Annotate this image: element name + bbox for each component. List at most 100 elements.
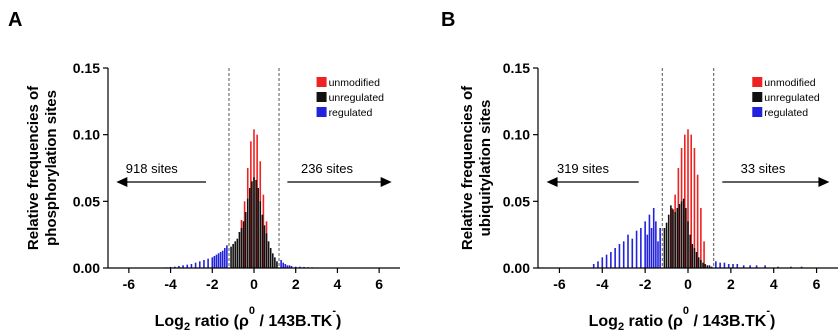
panel-b-bar-regulated bbox=[601, 257, 604, 268]
panel-b-bar-unregulated bbox=[700, 260, 702, 268]
panel-a-legend-label-unmodified: unmodified bbox=[329, 77, 381, 89]
panel-a-bar-unregulated bbox=[230, 246, 232, 268]
panel-b-bar-unregulated bbox=[710, 266, 713, 268]
panel-b-left-annotation: 319 sites bbox=[557, 161, 610, 176]
panel-a-y-tick-label: 0.15 bbox=[73, 60, 100, 76]
panel-b-legend-label-regulated: regulated bbox=[764, 107, 808, 119]
panel-a-left-arrowhead bbox=[116, 177, 128, 187]
panel-b-bar-regulated bbox=[657, 241, 659, 268]
panel-b-bar-unregulated bbox=[691, 244, 694, 268]
panel-b-y-tick-label: 0.00 bbox=[503, 260, 530, 276]
panel-b-bar-regulated bbox=[644, 221, 646, 268]
panel-b-bar-unmodified bbox=[690, 134, 693, 268]
panel-b-bar-regulated bbox=[764, 265, 766, 268]
panel-a-right-arrowhead bbox=[380, 177, 392, 187]
panel-b-bar-regulated bbox=[640, 228, 642, 268]
panel-a-bar-regulated bbox=[190, 264, 193, 268]
panel-b-bar-unregulated bbox=[680, 201, 683, 268]
panel-a-bar-regulated bbox=[213, 256, 216, 268]
panel-a-bar-unregulated bbox=[246, 198, 249, 268]
panel-b-bar-regulated bbox=[727, 264, 730, 268]
panel-b-x-axis-label: Log2 ratio (ρ0 / 143B.TK-) bbox=[589, 305, 776, 332]
panel-a-bar-unregulated bbox=[253, 177, 255, 268]
panel-a-x-tick-label: -4 bbox=[164, 276, 177, 292]
panel-a-x-tick-label: -6 bbox=[123, 276, 136, 292]
panel-a-bar-regulated bbox=[221, 250, 224, 268]
panel-b-legend-swatch-unmodified bbox=[752, 77, 763, 87]
panel-b-bar-unregulated bbox=[702, 262, 704, 268]
panel-b-bar-regulated bbox=[635, 230, 638, 268]
panel-b-x-tick-label: -6 bbox=[553, 276, 566, 292]
panel-b-bar-regulated bbox=[719, 262, 721, 268]
panel-b-bar-unmodified bbox=[683, 134, 686, 268]
panel-b-bar-regulated bbox=[618, 244, 621, 268]
panel-b-x-tick-label: -2 bbox=[639, 276, 652, 292]
panel-a-x-tick-label: -2 bbox=[206, 276, 219, 292]
panel-a-right-annotation: 236 sites bbox=[301, 161, 354, 176]
panel-b-legend-label-unregulated: unregulated bbox=[764, 92, 820, 104]
panel-b-bar-regulated bbox=[646, 234, 649, 268]
panel-b-bar-regulated bbox=[622, 241, 625, 268]
panel-b-bar-unregulated bbox=[670, 205, 672, 268]
panel-b-bar-unmodified bbox=[687, 129, 689, 268]
panel-a-bar-unregulated bbox=[232, 244, 234, 268]
panel-a-bar-regulated bbox=[194, 262, 197, 268]
panel-b-bar-regulated bbox=[597, 261, 599, 268]
panel-a-x-axis-label: Log2 ratio (ρ0 / 143B.TK-) bbox=[155, 305, 342, 332]
panel-a-y-tick-label: 0.10 bbox=[73, 127, 100, 143]
panel-b-x-tick-label: 0 bbox=[684, 276, 692, 292]
panel-b-bar-unregulated bbox=[708, 265, 711, 268]
panel-a-bar-regulated bbox=[286, 265, 289, 268]
panel-b-y-axis-label: Relative frequencies ofubiquitylation si… bbox=[459, 85, 494, 250]
panel-b-bar-regulated bbox=[736, 264, 739, 268]
panel-b-bar-unregulated bbox=[685, 208, 687, 268]
panel-b-bar-regulated bbox=[715, 261, 717, 268]
panel-a-bar-regulated bbox=[284, 264, 287, 268]
panel-a-bar-unmodified bbox=[256, 134, 258, 268]
panel-b-bar-unregulated bbox=[676, 208, 679, 268]
panel-a-legend-swatch-unregulated bbox=[316, 92, 327, 102]
panel-b-bar-unregulated bbox=[663, 228, 666, 268]
panel-b-right-annotation: 33 sites bbox=[741, 161, 786, 176]
panel-a-bar-unmodified bbox=[250, 141, 252, 268]
panel-b-bar-regulated bbox=[592, 264, 595, 268]
panel-a-bar-regulated bbox=[290, 266, 293, 268]
panel-b-bar-unregulated bbox=[704, 264, 706, 268]
panel-a-bar-regulated bbox=[186, 264, 189, 268]
panel-a-x-tick-label: 2 bbox=[292, 276, 300, 292]
panel-a-bar-unmodified bbox=[243, 201, 246, 268]
panel-a-y-axis-label: Relative frequencies ofphosphorylation s… bbox=[25, 85, 60, 250]
panel-b-y-tick-label: 0.15 bbox=[503, 60, 530, 76]
panel-a-bar-unregulated bbox=[255, 180, 257, 268]
panel-b-bar-regulated bbox=[732, 264, 734, 268]
panel-b-bar-unmodified bbox=[703, 241, 705, 268]
panel-b-bar-regulated bbox=[652, 208, 655, 268]
panel-b-bar-unmodified bbox=[677, 168, 680, 268]
panel-b-bar-regulated bbox=[655, 221, 657, 268]
panel-a-bar-unregulated bbox=[276, 261, 278, 268]
panel-a-bar-regulated bbox=[226, 245, 228, 268]
panel-a-bar-regulated bbox=[217, 253, 220, 268]
panel-a-bar-unregulated bbox=[261, 214, 264, 268]
panel-b-legend-swatch-unregulated bbox=[752, 92, 763, 102]
panel-b-bar-unregulated bbox=[674, 212, 676, 268]
panel-b-bar-regulated bbox=[723, 262, 726, 268]
panel-b-bar-regulated bbox=[631, 238, 634, 268]
panel-a-legend-label-unregulated: unregulated bbox=[329, 92, 385, 104]
panel-b-bar-regulated bbox=[800, 266, 803, 268]
panel-a-bar-unregulated bbox=[257, 188, 259, 268]
panel-a-bar-regulated bbox=[178, 266, 180, 268]
panel-b-bar-unregulated bbox=[693, 248, 696, 268]
panel-b-bar-regulated bbox=[749, 265, 751, 268]
panel-b-bar-unregulated bbox=[689, 234, 691, 268]
panel-b-letter: B bbox=[441, 9, 455, 31]
panel-b-bar-regulated bbox=[605, 254, 608, 268]
panel-b-bar-regulated bbox=[777, 266, 779, 268]
panel-a-bar-unregulated bbox=[234, 241, 237, 268]
panel-b-right-arrowhead bbox=[818, 177, 830, 187]
panel-b-y-tick-label: 0.10 bbox=[503, 127, 530, 143]
panel-a-legend-swatch-unmodified bbox=[316, 77, 327, 87]
panel-a-bar-regulated bbox=[219, 252, 222, 268]
panel-b-bar-regulated bbox=[650, 228, 653, 268]
